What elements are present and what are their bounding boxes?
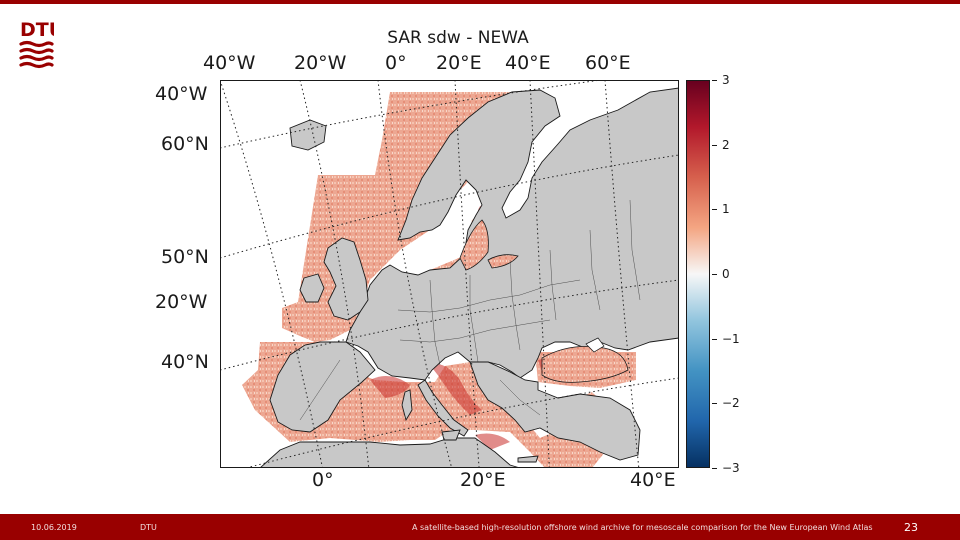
chart-title: SAR sdw - NEWA xyxy=(387,28,529,48)
left-grid-label: 50°N xyxy=(161,246,209,268)
colorbar-tick-mark xyxy=(712,274,717,275)
dtu-logo: DTU xyxy=(19,19,54,69)
top-lon-label: 0° xyxy=(385,52,407,74)
colorbar xyxy=(686,80,710,468)
colorbar-tick-mark xyxy=(712,209,717,211)
colorbar-tick-mark xyxy=(712,403,717,405)
colorbar-tick-label: −1 xyxy=(722,331,740,346)
top-accent-rule xyxy=(0,0,960,4)
map-frame xyxy=(220,80,679,468)
azov-sea xyxy=(585,337,605,353)
left-grid-label: 40°N xyxy=(161,351,209,373)
country-borders xyxy=(299,199,641,421)
bottom-lon-label: 20°E xyxy=(460,469,506,491)
colorbar-tick-mark xyxy=(712,80,717,81)
left-grid-label: 40°W xyxy=(155,83,208,105)
graticule xyxy=(220,80,679,468)
footer-page-number: 23 xyxy=(904,521,918,534)
colorbar-tick-label: 3 xyxy=(722,73,730,87)
sar-wind-map xyxy=(220,80,679,468)
colorbar-tick-label: −2 xyxy=(722,396,740,411)
top-lon-label: 20°W xyxy=(294,52,347,74)
colorbar-tick-label: 0 xyxy=(722,267,730,281)
top-lon-label: 20°E xyxy=(436,52,482,74)
colorbar-tick-mark xyxy=(712,468,717,469)
colorbar-tick-label: 1 xyxy=(722,202,730,217)
colorbar-tick-label: −3 xyxy=(722,461,740,475)
bottom-lon-label: 40°E xyxy=(630,469,676,491)
colorbar-tick-label: 2 xyxy=(722,137,730,152)
colorbar-tick-mark xyxy=(712,144,717,146)
colorbar-tick-mark xyxy=(712,338,717,340)
colorbar-ticks: 3 2 1 0 −1 −2 −3 xyxy=(712,73,752,475)
land-masses xyxy=(259,87,679,468)
left-grid-label: 60°N xyxy=(161,133,209,155)
logo-text: DTU xyxy=(20,19,54,41)
top-lon-label: 60°E xyxy=(585,52,631,74)
top-lon-label: 40°W xyxy=(203,52,256,74)
bottom-lon-label: 0° xyxy=(312,469,334,491)
inland-seas xyxy=(459,219,629,383)
slide-footer: 10.06.2019 DTU A satellite-based high-re… xyxy=(0,514,960,540)
footer-date: 10.06.2019 xyxy=(31,523,77,532)
top-lon-label: 40°E xyxy=(505,52,551,74)
left-grid-label: 20°W xyxy=(155,291,208,313)
footer-org: DTU xyxy=(140,523,157,532)
footer-caption: A satellite-based high-resolution offsho… xyxy=(412,523,873,532)
